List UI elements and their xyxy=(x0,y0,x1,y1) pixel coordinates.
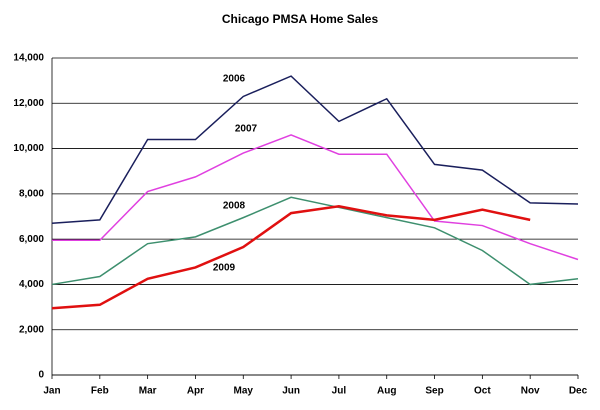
y-tick-label: 4,000 xyxy=(19,279,44,290)
y-tick-label: 8,000 xyxy=(19,188,44,199)
y-tick-label: 10,000 xyxy=(13,143,44,154)
series-label: 2007 xyxy=(235,124,258,135)
y-tick-label: 14,000 xyxy=(13,53,44,64)
x-tick-label: Jun xyxy=(282,386,300,397)
y-tick-label: 0 xyxy=(38,370,44,381)
x-tick-label: Aug xyxy=(377,386,396,397)
x-tick-label: Feb xyxy=(91,386,109,397)
y-tick-label: 2,000 xyxy=(19,324,44,335)
x-tick-label: Oct xyxy=(474,386,491,397)
x-tick-label: Jul xyxy=(332,386,347,397)
x-tick-label: Dec xyxy=(569,386,588,397)
y-tick-label: 6,000 xyxy=(19,234,44,245)
series-line xyxy=(52,134,579,261)
x-tick-label: Sep xyxy=(425,386,443,397)
y-tick-label: 12,000 xyxy=(13,98,44,109)
series-label: 2006 xyxy=(223,74,246,85)
x-tick-label: Nov xyxy=(521,386,540,397)
series-line xyxy=(51,205,531,310)
chart-title: Chicago PMSA Home Sales xyxy=(222,12,379,26)
series-label: 2009 xyxy=(213,263,236,274)
series-line xyxy=(51,196,579,286)
series-label: 2008 xyxy=(223,201,246,212)
series-line xyxy=(51,75,579,225)
x-tick-label: Jan xyxy=(43,386,60,397)
x-tick-label: Mar xyxy=(139,386,157,397)
x-tick-label: May xyxy=(234,386,254,397)
x-tick-label: Apr xyxy=(187,386,204,397)
